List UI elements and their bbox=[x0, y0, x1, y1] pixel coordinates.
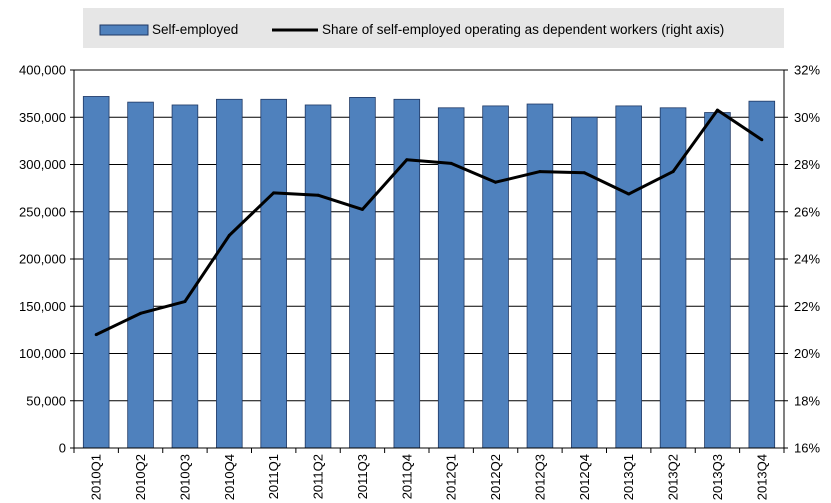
legend: Self-employed Share of self-employed ope… bbox=[83, 8, 784, 48]
x-tick-label: 2013Q2 bbox=[666, 454, 681, 500]
bar bbox=[437, 107, 465, 449]
bar bbox=[704, 112, 731, 449]
right-tick-label: 28% bbox=[794, 157, 820, 172]
bar bbox=[482, 105, 509, 449]
x-tick-label: 2013Q4 bbox=[754, 454, 769, 500]
bar bbox=[615, 105, 642, 449]
x-tick-label: 2010Q2 bbox=[133, 454, 148, 500]
bar bbox=[526, 103, 554, 449]
line-point bbox=[582, 171, 586, 175]
bar bbox=[659, 107, 687, 449]
x-tick-label: 2010Q1 bbox=[89, 454, 104, 500]
right-tick-label: 18% bbox=[794, 393, 820, 408]
bar bbox=[571, 116, 598, 449]
line-point bbox=[183, 300, 187, 304]
x-tick-label: 2010Q4 bbox=[222, 454, 237, 500]
legend-background bbox=[83, 8, 784, 48]
left-tick-label: 200,000 bbox=[19, 252, 66, 267]
left-tick-label: 100,000 bbox=[19, 346, 66, 361]
left-tick-label: 50,000 bbox=[26, 393, 66, 408]
right-tick-label: 20% bbox=[794, 346, 820, 361]
bar bbox=[748, 100, 776, 449]
x-axis-ticks: 2010Q1 2010Q2 2010Q3 2010Q4 2011Q1 2011Q2 2011… bbox=[73, 448, 785, 500]
line-point bbox=[94, 333, 98, 337]
x-tick-label: 2011Q3 bbox=[355, 454, 370, 499]
legend-label-share-dependent: Share of self-employed operating as depe… bbox=[322, 22, 724, 37]
bar bbox=[127, 101, 154, 449]
line-point bbox=[227, 233, 231, 237]
line-point bbox=[538, 170, 542, 174]
right-tick-label: 22% bbox=[794, 299, 820, 314]
x-tick-label: 2011Q1 bbox=[266, 454, 281, 499]
line-point bbox=[272, 191, 276, 195]
share-line bbox=[95, 108, 763, 336]
line-point bbox=[671, 170, 675, 174]
left-tick-label: 350,000 bbox=[19, 110, 66, 125]
line-point bbox=[316, 193, 320, 197]
right-tick-label: 26% bbox=[794, 204, 820, 219]
line-point bbox=[715, 108, 719, 112]
left-tick-label: 250,000 bbox=[19, 204, 66, 219]
line-point bbox=[760, 138, 764, 142]
left-tick-label: 300,000 bbox=[19, 157, 66, 172]
x-tick-label: 2010Q3 bbox=[177, 454, 192, 500]
right-tick-label: 32% bbox=[794, 63, 820, 78]
right-tick-label: 24% bbox=[794, 252, 820, 267]
bar bbox=[304, 104, 332, 449]
legend-swatch-self-employed bbox=[99, 24, 149, 36]
line-point bbox=[360, 207, 364, 211]
bar bbox=[260, 98, 287, 449]
bar-series-self-employed bbox=[82, 96, 776, 449]
left-axis-ticks: 0 50,000 100,000 150,000 200,000 250,000 300,0… bbox=[19, 63, 74, 456]
left-tick-label: 150,000 bbox=[19, 299, 66, 314]
line-series-share-dependent bbox=[94, 108, 764, 337]
x-tick-label: 2012Q2 bbox=[488, 454, 503, 500]
line-point bbox=[139, 311, 143, 315]
bar bbox=[393, 98, 421, 449]
x-tick-label: 2012Q3 bbox=[532, 454, 547, 500]
x-tick-label: 2011Q4 bbox=[399, 454, 414, 499]
legend-label-self-employed: Self-employed bbox=[152, 22, 238, 37]
right-axis-ticks: 16% 18% 20% 22% 24% 26% 28% 30% 32% bbox=[784, 63, 820, 456]
bar bbox=[216, 98, 243, 449]
x-tick-label: 2013Q1 bbox=[621, 454, 636, 500]
bar bbox=[349, 97, 376, 449]
x-tick-label: 2013Q3 bbox=[710, 454, 725, 500]
left-tick-label: 0 bbox=[59, 441, 66, 456]
x-tick-label: 2012Q1 bbox=[444, 454, 459, 500]
line-point bbox=[449, 161, 453, 165]
bar bbox=[82, 96, 110, 449]
bar bbox=[171, 104, 199, 449]
left-tick-label: 400,000 bbox=[19, 63, 66, 78]
x-tick-label: 2011Q2 bbox=[311, 454, 326, 499]
right-tick-label: 30% bbox=[794, 110, 820, 125]
line-point bbox=[627, 192, 631, 196]
line-point bbox=[494, 180, 498, 184]
right-tick-label: 16% bbox=[794, 441, 820, 456]
line-point bbox=[405, 158, 409, 162]
x-tick-label: 2012Q4 bbox=[577, 454, 592, 500]
